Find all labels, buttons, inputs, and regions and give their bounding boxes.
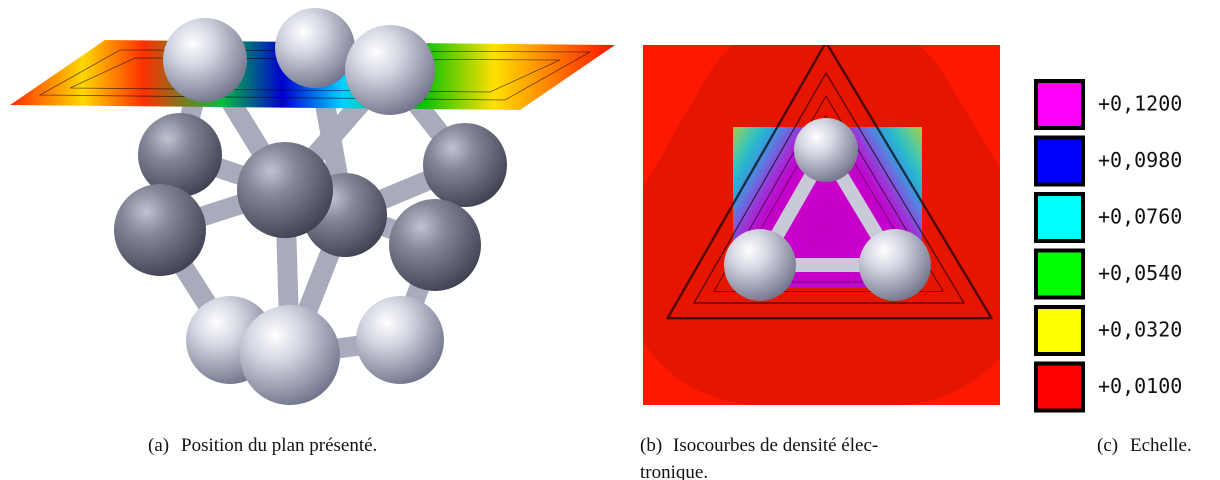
atom — [275, 8, 355, 88]
scale-swatch — [1034, 305, 1085, 356]
atom — [114, 184, 206, 276]
scale-label: +0,0100 — [1098, 374, 1182, 398]
atom — [356, 296, 444, 384]
captions: (a) Position du plan présenté. (b) Isocourb… — [148, 435, 1192, 480]
subfigure-label: (b) — [640, 435, 662, 456]
subfigure-label: (a) — [148, 435, 169, 456]
scale-swatch — [1034, 135, 1085, 187]
atom — [237, 142, 333, 238]
caption-line: Position du plan présenté. — [181, 435, 377, 456]
scale-label: +0,0540 — [1098, 261, 1182, 285]
scale-label: +0,0980 — [1098, 148, 1182, 172]
atom — [345, 25, 435, 115]
cluster-view — [10, 8, 615, 405]
caption-line: Isocourbes de densité élec- — [673, 435, 878, 456]
atom — [389, 199, 481, 291]
scale-swatch — [1034, 248, 1085, 300]
scale-swatch — [1034, 192, 1085, 243]
atom — [163, 18, 247, 102]
contour-map — [643, 45, 1000, 405]
caption-line: tronique. — [640, 462, 708, 480]
plane-contours — [38, 49, 592, 101]
plane-contours — [69, 57, 561, 93]
scale-label: +0,1200 — [1098, 92, 1182, 116]
scale-label: +0,0760 — [1098, 205, 1182, 229]
scale-label: +0,0320 — [1098, 318, 1182, 342]
atom — [138, 113, 222, 197]
atom — [724, 229, 796, 301]
atom — [423, 123, 507, 207]
scale-swatch — [1034, 79, 1085, 130]
subfigure-label: (c) — [1097, 435, 1118, 456]
color-scale: +0,1200 +0,0980 +0,0760 +0,0540 +0,0320 +0,01… — [1034, 79, 1182, 413]
scale-swatch — [1034, 361, 1085, 413]
atom — [240, 305, 340, 405]
atom — [859, 229, 931, 301]
caption-line: Echelle. — [1130, 435, 1192, 456]
atom — [794, 118, 858, 182]
